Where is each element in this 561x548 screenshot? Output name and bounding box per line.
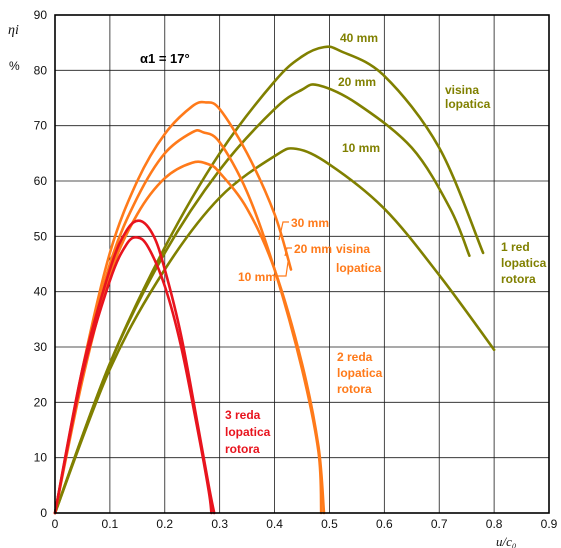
label-40mm: 40 mm <box>340 31 378 45</box>
label-20mm-olive: 20 mm <box>338 75 376 89</box>
y-tick-label: 20 <box>34 395 48 409</box>
x-tick-label: 0.9 <box>541 517 558 531</box>
x-axis-label: u/c₀ <box>496 534 516 548</box>
one-row-line3: rotora <box>501 272 536 286</box>
y-tick-label: 90 <box>34 8 48 22</box>
leader-10mm <box>275 261 289 277</box>
visina-orange-line1: visina <box>336 242 370 256</box>
leader-30mm <box>278 221 289 241</box>
x-tick-label: 0 <box>52 517 59 531</box>
y-axis-unit: % <box>9 59 20 73</box>
plot-frame <box>54 14 550 514</box>
two-rows-line3: rotora <box>337 382 372 396</box>
x-tick-label: 0.4 <box>266 517 283 531</box>
y-tick-label: 0 <box>40 506 47 520</box>
series-lines <box>53 45 496 515</box>
visina-olive-line1: visina <box>445 83 479 97</box>
x-tick-label: 0.8 <box>486 517 503 531</box>
series-line-three_rows-curve-7 <box>53 236 213 515</box>
x-tick-label: 0.2 <box>156 517 173 531</box>
leader-20mm <box>284 247 292 257</box>
visina-olive-line2: lopatica <box>445 97 491 111</box>
y-tick-label: 50 <box>34 229 48 243</box>
y-tick-label: 80 <box>34 63 48 77</box>
two-rows-line2: lopatica <box>337 366 383 380</box>
x-tick-label: 0.7 <box>431 517 448 531</box>
label-20mm-orange: 20 mm <box>294 242 332 256</box>
one-row-line2: lopatica <box>501 256 547 270</box>
y-tick-label: 60 <box>34 174 48 188</box>
y-tick-label: 30 <box>34 340 48 354</box>
y-axis-label: ηi <box>8 23 19 38</box>
x-tick-label: 0.6 <box>376 517 393 531</box>
one-row-line1: 1 red <box>501 240 530 254</box>
visina-orange-line2: lopatica <box>336 261 382 275</box>
label-10mm-olive: 10 mm <box>342 141 380 155</box>
y-axis-ticks: 0 10 20 30 40 50 60 70 80 90 <box>34 8 48 520</box>
alpha-note: α1 = 17° <box>140 51 190 66</box>
two-rows-line1: 2 reda <box>337 350 373 364</box>
x-axis-ticks: 0 0.1 0.2 0.3 0.4 0.5 0.6 0.7 0.8 0.9 <box>52 517 558 531</box>
series-line-one_row-20-mm <box>53 83 471 515</box>
label-10mm-orange: 10 mm <box>238 270 276 284</box>
series-line-one_row-10-mm <box>53 146 496 515</box>
three-rows-line1: 3 reda <box>225 408 261 422</box>
x-tick-label: 0.1 <box>102 517 119 531</box>
y-tick-label: 40 <box>34 285 48 299</box>
x-tick-label: 0.3 <box>211 517 228 531</box>
series-line-three_rows-curve-6 <box>53 219 216 515</box>
label-30mm: 30 mm <box>291 216 329 230</box>
x-tick-label: 0.5 <box>321 517 338 531</box>
y-tick-label: 70 <box>34 119 48 133</box>
y-tick-label: 10 <box>34 451 48 465</box>
three-rows-line2: lopatica <box>225 425 271 439</box>
three-rows-line3: rotora <box>225 442 260 456</box>
